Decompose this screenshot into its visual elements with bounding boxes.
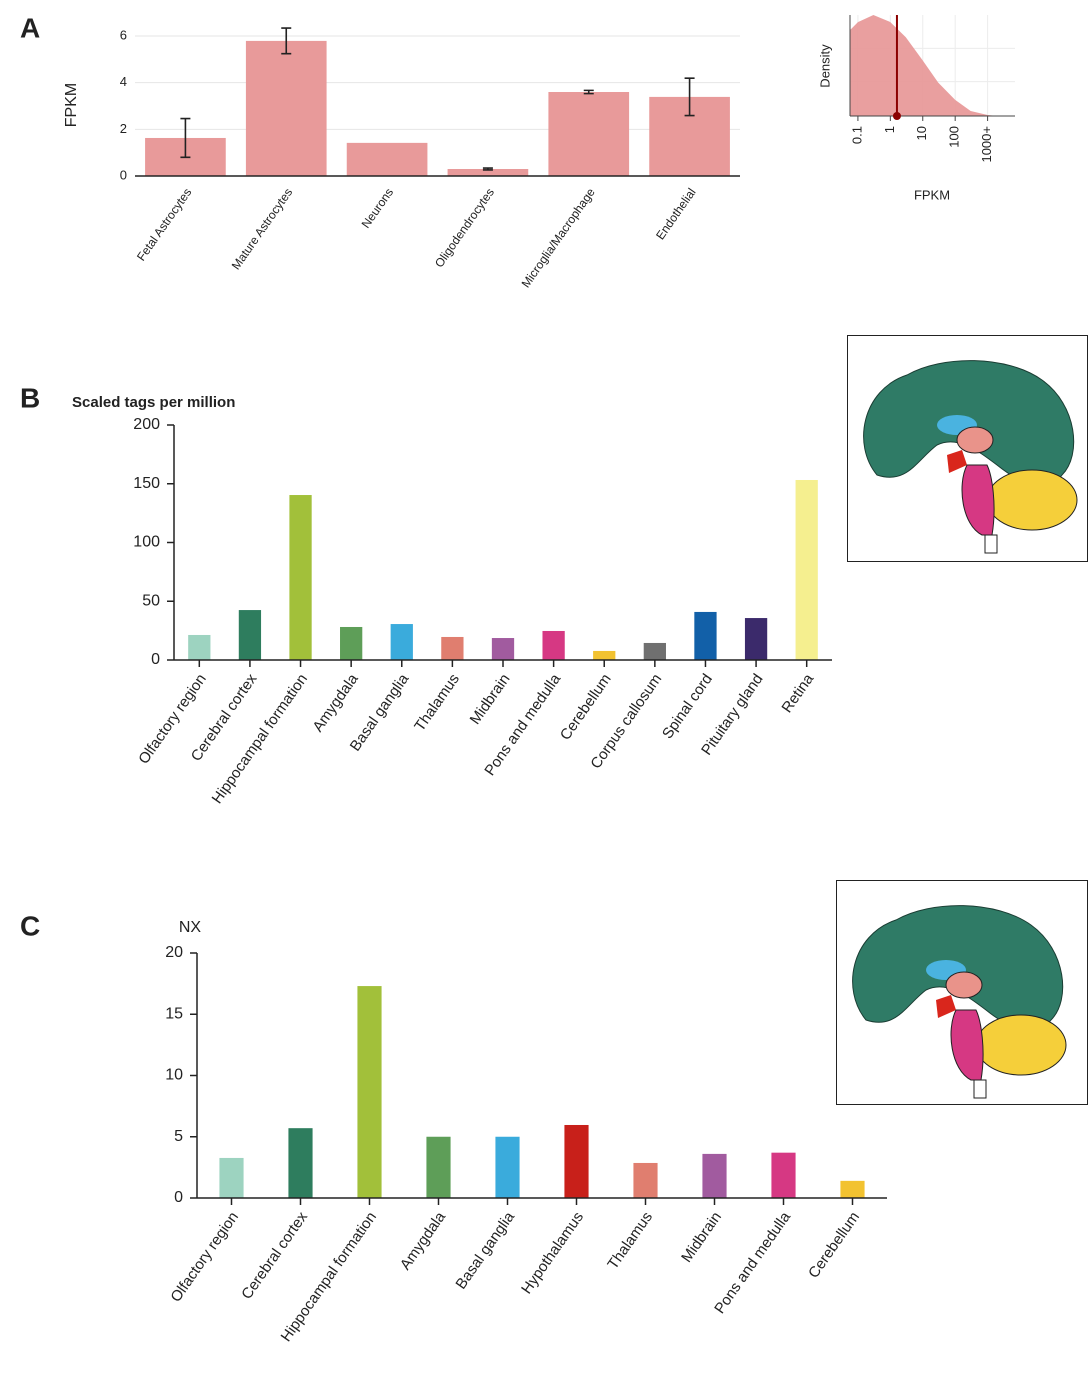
y-tick-label: 4 — [120, 74, 127, 89]
brain-illustration-c — [837, 881, 1088, 1105]
bar — [495, 1137, 519, 1198]
x-tick-label: 1000+ — [979, 126, 994, 163]
y-axis-label: Density — [817, 44, 832, 88]
y-tick-label: 10 — [165, 1067, 183, 1084]
x-tick-label: Olfactory region — [167, 1209, 242, 1305]
y-tick-label: 2 — [120, 121, 127, 136]
x-tick-label: Pons and medulla — [711, 1208, 794, 1317]
bar — [694, 612, 716, 660]
y-tick-label: 15 — [165, 1005, 183, 1022]
x-tick-label: Microglia/Macrophage — [519, 185, 598, 290]
y-axis-label: FPKM — [63, 83, 80, 127]
x-tick-label: Thalamus — [411, 671, 463, 735]
bar — [340, 627, 362, 660]
bar — [840, 1181, 864, 1198]
figure: 0 2 4 6 Fetal Astrocytes Mature Astrocytes Neu… — [0, 0, 1088, 1391]
x-tick-label: Thalamus — [604, 1209, 656, 1273]
y-tick-label: 50 — [142, 592, 160, 609]
bar — [745, 618, 767, 660]
spinal-cord — [974, 1080, 986, 1098]
cerebellum — [976, 1015, 1066, 1075]
bar — [593, 651, 615, 660]
x-tick-label: Midbrain — [678, 1209, 725, 1266]
x-tick-label: Cerebellum — [805, 1209, 863, 1282]
x-tick-label: Retina — [778, 670, 817, 716]
y-tick-label: 0 — [120, 167, 127, 182]
thalamus — [946, 972, 982, 998]
bar — [357, 986, 381, 1198]
bar — [771, 1153, 795, 1198]
y-tick-label: 150 — [133, 475, 160, 492]
bar — [548, 92, 629, 176]
panel-label: B — [20, 382, 40, 413]
spinal-cord — [985, 535, 997, 553]
y-tick-label: 100 — [133, 534, 160, 551]
bar — [492, 638, 514, 660]
bar — [347, 143, 428, 176]
bar — [644, 643, 666, 660]
thalamus — [957, 427, 993, 453]
x-tick-label: 0.1 — [849, 126, 864, 144]
y-tick-label: 0 — [174, 1189, 183, 1206]
bar — [239, 610, 261, 660]
panel-label: A — [20, 12, 40, 43]
x-tick-label: Oligodendrocytes — [432, 186, 497, 271]
x-tick-label: Mature Astrocytes — [229, 186, 296, 273]
x-tick-label: Amygdala — [397, 1208, 450, 1273]
x-tick-label: Neurons — [359, 186, 396, 231]
x-tick-label: 100 — [947, 126, 962, 148]
bar — [633, 1163, 657, 1198]
bar — [391, 624, 413, 660]
x-tick-label: Fetal Astrocytes — [134, 186, 194, 264]
x-tick-label: Amygdala — [309, 670, 362, 735]
x-tick-label: Cerebellum — [557, 671, 615, 744]
x-tick-label: Midbrain — [467, 671, 514, 728]
bar — [564, 1125, 588, 1198]
x-tick-label: 10 — [914, 126, 929, 140]
y-tick-label: 6 — [120, 27, 127, 42]
x-tick-label: Basal ganglia — [452, 1208, 518, 1292]
bar — [188, 635, 210, 660]
y-axis-label: NX — [179, 919, 202, 936]
y-tick-label: 20 — [165, 944, 183, 961]
bar — [441, 637, 463, 660]
x-tick-label: Hypothalamus — [518, 1209, 587, 1297]
y-tick-label: 5 — [174, 1128, 183, 1145]
bar — [288, 1128, 312, 1198]
panel-label: C — [20, 910, 40, 941]
y-axis-label: Scaled tags per million — [72, 394, 235, 411]
x-tick-label: Hippocampal formation — [209, 671, 311, 807]
bar — [289, 495, 311, 660]
x-tick-label: Endothelial — [653, 186, 699, 243]
bar — [702, 1154, 726, 1198]
marker-dot — [893, 112, 901, 120]
bar — [426, 1137, 450, 1198]
density-area — [850, 15, 997, 116]
x-tick-label: Cerebral cortex — [238, 1208, 311, 1302]
x-tick-label: 1 — [882, 126, 897, 133]
bar — [219, 1158, 243, 1198]
y-tick-label: 0 — [151, 651, 160, 668]
y-tick-label: 200 — [133, 416, 160, 433]
bar — [246, 41, 327, 176]
bar — [542, 631, 564, 660]
brain-illustration-b — [848, 336, 1088, 562]
x-axis-label: FPKM — [914, 187, 950, 202]
bar — [796, 480, 818, 660]
cerebellum — [987, 470, 1077, 530]
x-tick-label: Spinal cord — [659, 671, 716, 742]
